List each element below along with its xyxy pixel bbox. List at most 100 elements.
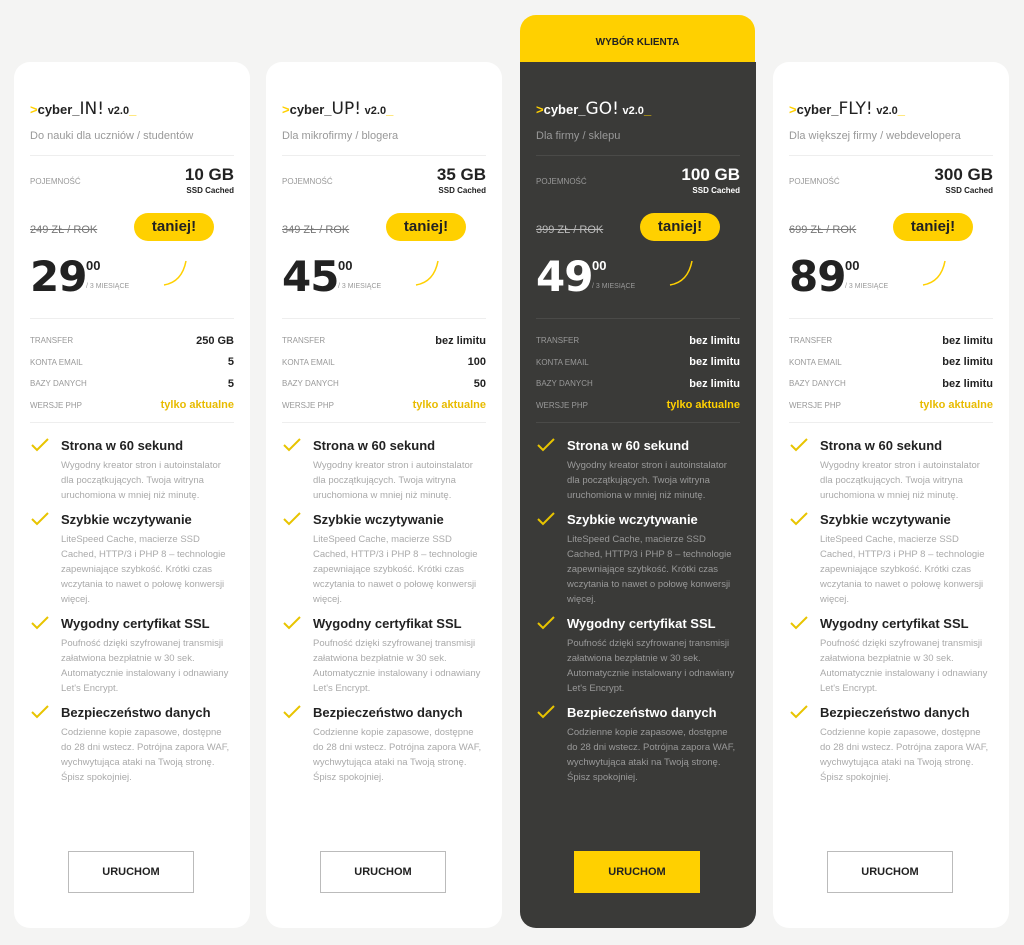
- check-icon: [283, 616, 301, 630]
- plan-subtitle: Dla większej firmy / webdevelopera: [789, 130, 961, 142]
- feature-title: Strona w 60 sekund: [567, 438, 690, 453]
- feature-list: Strona w 60 sekund Wygodny kreator stron …: [282, 438, 492, 794]
- spec-databases: BAZY DANYCH bez limitu: [536, 377, 740, 390]
- old-price: 699 ZŁ / ROK: [789, 224, 857, 236]
- price: 49: [536, 252, 593, 301]
- feature-list: Strona w 60 sekund Wygodny kreator stron …: [789, 438, 999, 794]
- feature-title: Bezpieczeństwo danych: [567, 705, 717, 720]
- feature-list: Strona w 60 sekund Wygodny kreator stron …: [536, 438, 746, 794]
- divider: [789, 155, 993, 156]
- arrow-swoosh-icon: [415, 260, 439, 286]
- check-icon: [790, 705, 808, 719]
- plan-title: >cyber_UP! v2.0_: [282, 99, 394, 119]
- feature-description: Wygodny kreator stron i autoinstalator d…: [820, 460, 980, 501]
- feature-title: Strona w 60 sekund: [313, 438, 436, 453]
- feature-description: LiteSpeed Cache, macierze SSD Cached, HT…: [820, 534, 985, 605]
- feature-item: Wygodny certyfikat SSL Poufność dzięki sz…: [30, 616, 240, 696]
- plan-card: >cyber_IN! v2.0_ Do nauki dla uczniów / …: [14, 62, 250, 928]
- divider: [282, 318, 486, 319]
- divider: [30, 155, 234, 156]
- spec-php: WERSJE PHP tylko aktualne: [30, 399, 234, 412]
- check-icon: [537, 705, 555, 719]
- spec-list: TRANSFER bez limitu KONTA EMAIL bez limitu…: [789, 330, 993, 416]
- check-icon: [537, 512, 555, 526]
- feature-list: Strona w 60 sekund Wygodny kreator stron …: [30, 438, 240, 794]
- plan-title: >cyber_GO! v2.0_: [536, 99, 652, 119]
- feature-description: LiteSpeed Cache, macierze SSD Cached, HT…: [61, 534, 226, 605]
- feature-description: Wygodny kreator stron i autoinstalator d…: [567, 460, 727, 501]
- feature-item: Strona w 60 sekund Wygodny kreator stron …: [282, 438, 492, 503]
- divider: [789, 318, 993, 319]
- old-price: 349 ZŁ / ROK: [282, 224, 350, 236]
- spec-list: TRANSFER 250 GB KONTA EMAIL 5 BAZY DANYCH 5…: [30, 330, 234, 416]
- spec-transfer: TRANSFER 250 GB: [30, 334, 234, 347]
- feature-description: Codzienne kopie zapasowe, dostępne do 28…: [820, 727, 989, 783]
- check-icon: [31, 616, 49, 630]
- feature-description: Poufność dzięki szyfrowanej transmisji z…: [61, 638, 229, 694]
- feature-description: LiteSpeed Cache, macierze SSD Cached, HT…: [567, 534, 732, 605]
- plan-card: >cyber_GO! v2.0_ Dla firmy / sklepu POJE…: [520, 62, 756, 928]
- launch-button[interactable]: URUCHOM: [827, 851, 953, 893]
- check-icon: [537, 616, 555, 630]
- price-period: / 3 MIESIĄCE: [338, 283, 382, 290]
- plan-title: >cyber_IN! v2.0_: [30, 99, 137, 119]
- spec-email: KONTA EMAIL 100: [282, 356, 486, 369]
- feature-description: LiteSpeed Cache, macierze SSD Cached, HT…: [313, 534, 478, 605]
- price-cents: 00: [592, 258, 607, 273]
- feature-title: Szybkie wczytywanie: [313, 512, 444, 527]
- check-icon: [790, 438, 808, 452]
- arrow-swoosh-icon: [922, 260, 946, 286]
- feature-item: Wygodny certyfikat SSL Poufność dzięki sz…: [789, 616, 999, 696]
- feature-item: Bezpieczeństwo danych Codzienne kopie zap…: [536, 705, 746, 785]
- check-icon: [31, 512, 49, 526]
- price: 45: [282, 252, 339, 301]
- feature-title: Strona w 60 sekund: [820, 438, 943, 453]
- feature-description: Codzienne kopie zapasowe, dostępne do 28…: [567, 727, 736, 783]
- feature-description: Wygodny kreator stron i autoinstalator d…: [61, 460, 221, 501]
- feature-item: Bezpieczeństwo danych Codzienne kopie zap…: [30, 705, 240, 785]
- divider: [282, 155, 486, 156]
- check-icon: [790, 616, 808, 630]
- spec-transfer: TRANSFER bez limitu: [536, 334, 740, 347]
- spec-transfer: TRANSFER bez limitu: [282, 334, 486, 347]
- feature-item: Strona w 60 sekund Wygodny kreator stron …: [536, 438, 746, 503]
- plan-subtitle: Do nauki dla uczniów / studentów: [30, 130, 194, 142]
- divider: [789, 422, 993, 423]
- feature-item: Szybkie wczytywanie LiteSpeed Cache, maci…: [282, 512, 492, 607]
- feature-item: Szybkie wczytywanie LiteSpeed Cache, maci…: [536, 512, 746, 607]
- feature-title: Szybkie wczytywanie: [61, 512, 192, 527]
- feature-description: Wygodny kreator stron i autoinstalator d…: [313, 460, 473, 501]
- check-icon: [537, 438, 555, 452]
- capacity-value: 10 GB SSD Cached: [184, 165, 234, 195]
- feature-title: Bezpieczeństwo danych: [313, 705, 463, 720]
- spec-transfer: TRANSFER bez limitu: [789, 334, 993, 347]
- cheaper-badge: taniej!: [134, 213, 214, 241]
- feature-item: Wygodny certyfikat SSL Poufność dzięki sz…: [282, 616, 492, 696]
- divider: [536, 318, 740, 319]
- price-period: / 3 MIESIĄCE: [845, 283, 889, 290]
- feature-description: Poufność dzięki szyfrowanej transmisji z…: [820, 638, 988, 694]
- spec-list: TRANSFER bez limitu KONTA EMAIL 100 BAZY D…: [282, 330, 486, 416]
- feature-title: Wygodny certyfikat SSL: [820, 616, 969, 631]
- cheaper-badge: taniej!: [640, 213, 720, 241]
- plan-card: >cyber_UP! v2.0_ Dla mikrofirmy / bloger…: [266, 62, 502, 928]
- check-icon: [283, 512, 301, 526]
- launch-button[interactable]: URUCHOM: [574, 851, 700, 893]
- capacity-label: POJEMNOŚĆ: [282, 177, 333, 186]
- capacity-value: 300 GB SSD Cached: [934, 165, 993, 195]
- feature-item: Bezpieczeństwo danych Codzienne kopie zap…: [282, 705, 492, 785]
- feature-title: Wygodny certyfikat SSL: [61, 616, 210, 631]
- price-cents: 00: [845, 258, 860, 273]
- spec-list: TRANSFER bez limitu KONTA EMAIL bez limitu…: [536, 330, 740, 416]
- launch-button[interactable]: URUCHOM: [320, 851, 446, 893]
- check-icon: [31, 705, 49, 719]
- spec-php: WERSJE PHP tylko aktualne: [536, 399, 740, 412]
- feature-item: Bezpieczeństwo danych Codzienne kopie zap…: [789, 705, 999, 785]
- spec-php: WERSJE PHP tylko aktualne: [282, 399, 486, 412]
- launch-button[interactable]: URUCHOM: [68, 851, 194, 893]
- divider: [536, 422, 740, 423]
- cheaper-badge: taniej!: [893, 213, 973, 241]
- capacity-label: POJEMNOŚĆ: [536, 177, 587, 186]
- spec-databases: BAZY DANYCH bez limitu: [789, 377, 993, 390]
- spec-databases: BAZY DANYCH 5: [30, 377, 234, 390]
